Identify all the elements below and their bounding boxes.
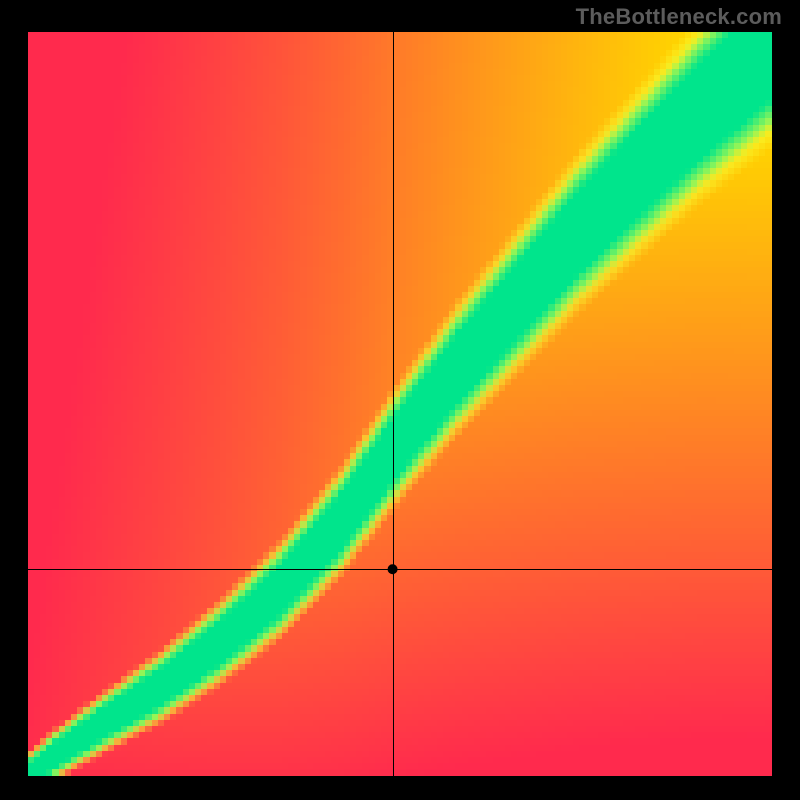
bottleneck-heatmap bbox=[28, 32, 772, 776]
watermark-text: TheBottleneck.com bbox=[576, 4, 782, 30]
heatmap-canvas bbox=[28, 32, 772, 776]
